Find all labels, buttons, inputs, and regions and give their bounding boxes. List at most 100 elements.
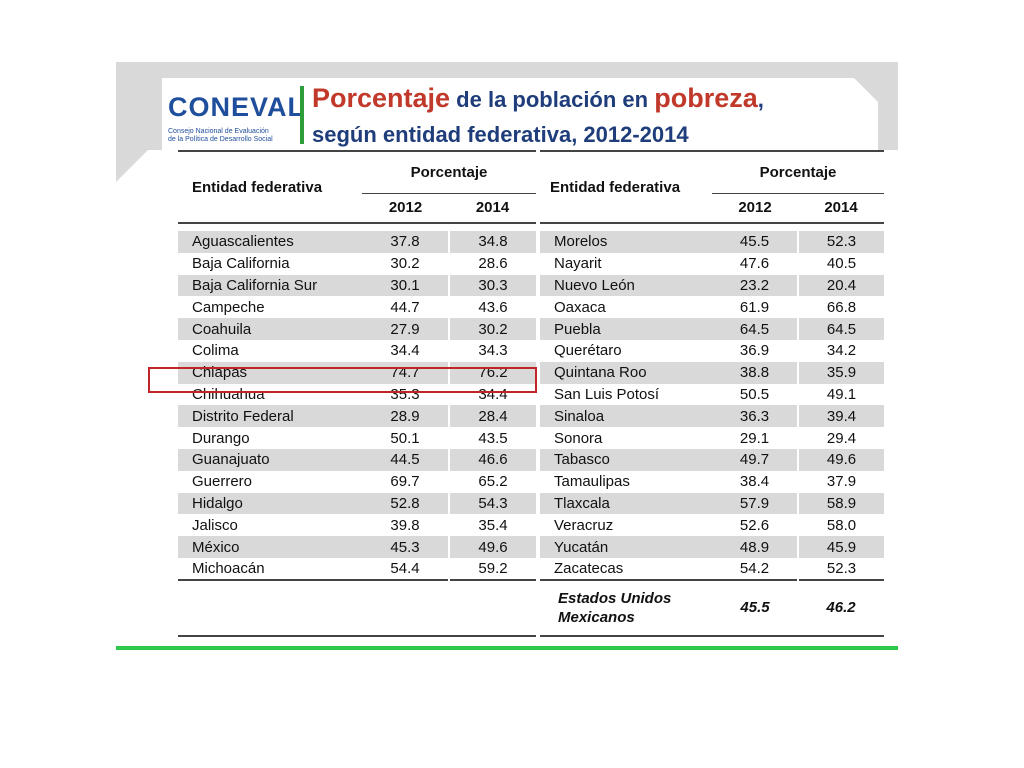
table-row: México 45.3 49.6 <box>178 536 536 558</box>
value-2014: 34.4 <box>478 385 508 403</box>
left-footer-spacer <box>178 580 536 636</box>
value-2014: 28.4 <box>449 405 536 428</box>
left-table: Entidad federativa Porcentaje 2012 2014 … <box>178 150 536 637</box>
state-name: Yucatán <box>540 536 712 558</box>
table-row: Querétaro 36.9 34.2 <box>540 339 884 362</box>
value-2014: 64.5 <box>798 318 884 340</box>
state-name: Distrito Federal <box>178 405 362 428</box>
state-name: Tamaulipas <box>554 473 630 491</box>
value-2014: 66.8 <box>826 298 857 316</box>
value-2012: 47.6 <box>712 252 799 275</box>
state-name: Baja California <box>192 255 290 273</box>
table-row: San Luis Potosí 50.5 49.1 <box>540 383 884 406</box>
value-2014: 43.6 <box>478 298 508 316</box>
total-label: Estados Unidos Mexicanos <box>540 580 712 636</box>
value-2012: 35.3 <box>362 383 450 406</box>
value-2014: 43.5 <box>478 429 508 447</box>
state-name: Campeche <box>192 298 265 316</box>
value-2014: 54.3 <box>449 492 536 515</box>
state-name: Tlaxcala <box>540 492 712 515</box>
state-name: Tabasco <box>540 448 712 471</box>
table-row: Morelos 45.5 52.3 <box>540 231 884 253</box>
total-2012: 45.5 <box>740 599 770 617</box>
year-2014-header: 2014 <box>449 193 536 224</box>
value-2012: 36.9 <box>712 339 799 362</box>
footer-green-line <box>116 646 898 650</box>
value-2012: 27.9 <box>362 318 450 340</box>
table-row: Durango 50.1 43.5 <box>178 427 536 449</box>
value-2012: 54.4 <box>362 557 450 580</box>
logo-subtitle-1: Consejo Nacional de Evaluación <box>168 128 269 135</box>
state-name: Quintana Roo <box>540 361 712 384</box>
value-2012: 36.3 <box>712 405 799 428</box>
value-2014: 58.0 <box>826 516 857 534</box>
value-2012: 37.8 <box>362 231 450 253</box>
state-name: Coahuila <box>178 318 362 340</box>
state-name: Guerrero <box>192 473 253 491</box>
state-name: Puebla <box>540 318 712 340</box>
state-name: Nuevo León <box>540 274 712 297</box>
state-name: Oaxaca <box>554 298 606 316</box>
value-2014: 58.9 <box>798 492 884 515</box>
table-row: Puebla 64.5 64.5 <box>540 318 884 340</box>
title-line-2: según entidad federativa <box>312 122 572 147</box>
entity-header-right: Entidad federativa <box>540 151 712 224</box>
title-accent-bar <box>300 86 304 144</box>
value-2012: 38.8 <box>712 361 799 384</box>
table-row: Distrito Federal 28.9 28.4 <box>178 405 536 428</box>
value-2014: 35.9 <box>798 361 884 384</box>
value-2014: 30.2 <box>449 318 536 340</box>
value-2014: 40.5 <box>826 255 857 273</box>
table-row: Veracruz 52.6 58.0 <box>540 514 884 537</box>
value-2014: 37.9 <box>826 473 857 491</box>
value-2014: 34.2 <box>826 342 857 360</box>
table-row: Campeche 44.7 43.6 <box>178 296 536 319</box>
value-2012: 39.8 <box>362 514 450 537</box>
value-2014: 34.8 <box>449 231 536 253</box>
table-row: Jalisco 39.8 35.4 <box>178 514 536 537</box>
table-row: Tabasco 49.7 49.6 <box>540 448 884 471</box>
value-2012: 57.9 <box>712 492 799 515</box>
total-label-line2: Mexicanos <box>558 608 635 626</box>
table-row: Colima 34.4 34.3 <box>178 339 536 362</box>
state-name: Durango <box>192 429 250 447</box>
value-2014: 49.1 <box>826 385 857 403</box>
left-table-body: Aguascalientes 37.8 34.8 Baja California 30.… <box>178 231 536 580</box>
value-2014: 29.4 <box>826 429 857 447</box>
value-2012: 45.3 <box>362 536 450 558</box>
value-2012: 61.9 <box>712 296 799 319</box>
chiapas-highlight-box <box>148 367 537 393</box>
value-2012: 30.2 <box>362 252 450 275</box>
state-name: Zacatecas <box>554 559 624 577</box>
table-row: Chihuahua 35.3 34.4 <box>178 383 536 406</box>
value-2012: 52.6 <box>712 514 799 537</box>
value-2012: 48.9 <box>712 536 799 558</box>
value-2012: 29.1 <box>712 427 799 449</box>
value-2014: 65.2 <box>478 473 508 491</box>
state-name: Querétaro <box>554 342 622 360</box>
value-2012: 69.7 <box>362 470 450 493</box>
state-name: Hidalgo <box>178 492 362 515</box>
title-comma: , <box>757 87 764 112</box>
table-row: Aguascalientes 37.8 34.8 <box>178 231 536 253</box>
table-row: Baja California Sur 30.1 30.3 <box>178 274 536 297</box>
total-label-line1: Estados Unidos <box>558 589 672 607</box>
entity-header: Entidad federativa <box>178 151 362 224</box>
header-panel <box>162 78 878 154</box>
value-2014: 20.4 <box>798 274 884 297</box>
table-row: Nuevo León 23.2 20.4 <box>540 274 884 297</box>
value-2014: 35.4 <box>478 516 508 534</box>
title-years: , 2012-2014 <box>571 122 689 147</box>
table-row: Quintana Roo 38.8 35.9 <box>540 361 884 384</box>
percent-header-right: Porcentaje <box>712 151 884 194</box>
value-2012: 52.8 <box>362 492 450 515</box>
year-2012-header-right: 2012 <box>712 193 798 224</box>
value-2012: 45.5 <box>712 231 799 253</box>
logo-subtitle-2: de la Política de Desarrollo Social <box>168 136 273 143</box>
value-2012: 64.5 <box>712 318 799 340</box>
total-2014: 46.2 <box>826 599 856 617</box>
value-2014: 45.9 <box>798 536 884 558</box>
value-2012: 44.7 <box>362 296 450 319</box>
state-name: Aguascalientes <box>178 231 362 253</box>
corner-decoration-right <box>838 62 898 122</box>
